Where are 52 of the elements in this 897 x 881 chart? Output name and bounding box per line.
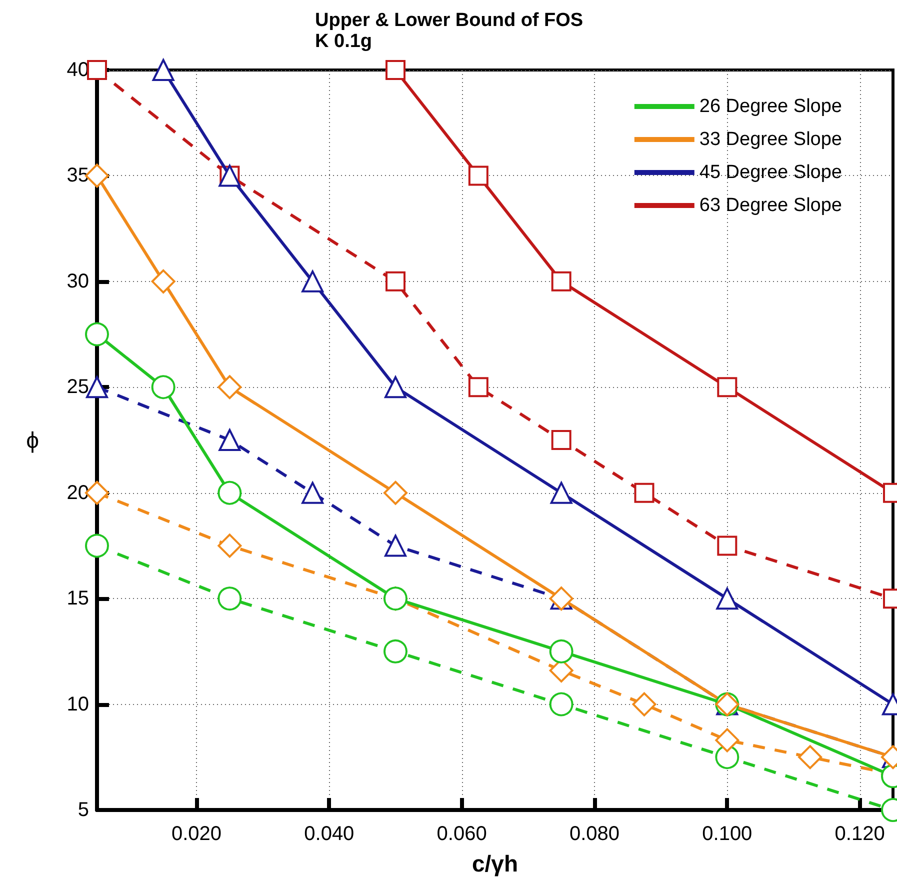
- point: [468, 166, 488, 186]
- point: [218, 480, 242, 505]
- point: [632, 692, 656, 716]
- x-tick-label: 0.060: [436, 823, 487, 845]
- y-axis-title: ϕ: [26, 427, 39, 453]
- x-tick-label: 0.020: [171, 823, 222, 845]
- legend-label: 26 Degree Slope: [699, 96, 842, 117]
- point: [717, 536, 738, 556]
- point: [218, 534, 242, 558]
- y-tick-label: 10: [66, 693, 89, 716]
- point: [468, 377, 488, 398]
- point: [717, 377, 738, 398]
- point: [550, 482, 572, 504]
- point: [798, 745, 822, 770]
- point: [85, 534, 109, 558]
- legend-label: 63 Degree Slope: [699, 195, 842, 216]
- legend-label: 33 Degree Slope: [699, 129, 842, 150]
- point: [152, 59, 174, 81]
- point: [384, 480, 408, 505]
- x-tick-label: 0.100: [702, 823, 752, 845]
- y-tick-label: 25: [66, 376, 89, 398]
- point: [634, 482, 654, 503]
- y-tick-label: 30: [66, 270, 89, 292]
- x-axis-title: c/γh: [472, 850, 518, 876]
- chart-subtitle: K 0.1g: [315, 31, 372, 52]
- point: [384, 534, 406, 557]
- point: [549, 639, 574, 664]
- point: [218, 375, 242, 400]
- point: [151, 375, 176, 400]
- y-tick-label: 15: [66, 588, 89, 610]
- chart-title: Upper & Lower Bound of FOS: [315, 10, 584, 31]
- point: [218, 429, 241, 451]
- point: [218, 586, 242, 611]
- point: [549, 692, 574, 716]
- point: [716, 588, 738, 610]
- point: [386, 60, 406, 80]
- point: [715, 728, 740, 752]
- legend-label: 45 Degree Slope: [699, 162, 842, 183]
- point: [384, 376, 406, 398]
- point: [151, 269, 176, 294]
- x-tick-label: 0.120: [834, 823, 885, 845]
- point: [715, 745, 740, 770]
- point: [302, 270, 324, 292]
- x-tick-label: 0.080: [569, 823, 620, 845]
- point: [551, 430, 572, 450]
- point: [85, 322, 109, 346]
- point: [386, 271, 406, 292]
- point: [551, 271, 572, 292]
- point: [302, 482, 324, 504]
- point: [384, 639, 408, 664]
- x-tick-label: 0.040: [304, 823, 354, 845]
- y-tick-label: 5: [78, 799, 89, 821]
